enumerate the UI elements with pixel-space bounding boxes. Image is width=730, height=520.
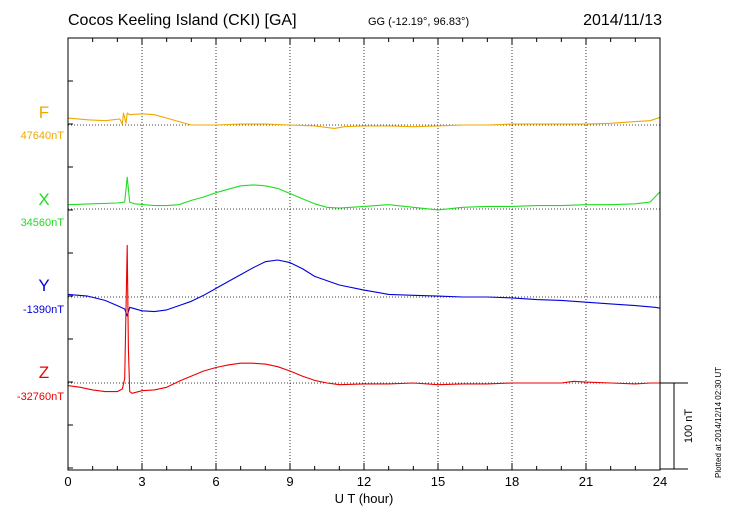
x-tick-label: 21 (579, 474, 593, 489)
x-tick-label: 15 (431, 474, 445, 489)
series-baseline-label-x: 34560nT (21, 217, 65, 229)
series-name-z: Z (39, 363, 49, 382)
series-line-z (67, 244, 660, 394)
chart-date: 2014/11/13 (583, 12, 662, 29)
series-line-y (67, 259, 661, 317)
x-tick-label: 0 (64, 474, 71, 489)
scale-bar-label: 100 nT (683, 409, 695, 444)
scale-bar: 100 nT (660, 382, 695, 470)
station-title: Cocos Keeling Island (CKI) [GA] (68, 12, 297, 29)
series-baseline-label-z: -32760nT (17, 391, 64, 403)
x-tick-label: 12 (357, 474, 371, 489)
x-tick-label: 3 (138, 474, 145, 489)
series-layer (67, 112, 661, 394)
series-line-f (67, 112, 661, 129)
plotted-timestamp: Plotted at 2014/12/14 02:30 UT (714, 366, 723, 478)
x-tick-label: 18 (505, 474, 519, 489)
x-tick-label: 9 (286, 474, 293, 489)
labels-layer: F 47640nT X 34560nT Y -1390nT Z -32760nT (17, 103, 64, 403)
x-tick-label: 24 (653, 474, 667, 489)
series-name-x: X (38, 190, 49, 209)
x-axis-label: U T (hour) (335, 491, 394, 506)
series-baseline-label-f: 47640nT (21, 130, 65, 142)
series-name-y: Y (38, 276, 49, 295)
series-name-f: F (39, 103, 49, 122)
series-line-x (67, 176, 661, 211)
plot-frame (67, 37, 661, 471)
station-coordinates: GG (-12.19°, 96.83°) (368, 16, 470, 28)
series-baseline-label-y: -1390nT (23, 304, 64, 316)
plot-grid: 0 3 6 9 12 15 18 21 24 (64, 37, 667, 489)
x-tick-label: 6 (212, 474, 219, 489)
